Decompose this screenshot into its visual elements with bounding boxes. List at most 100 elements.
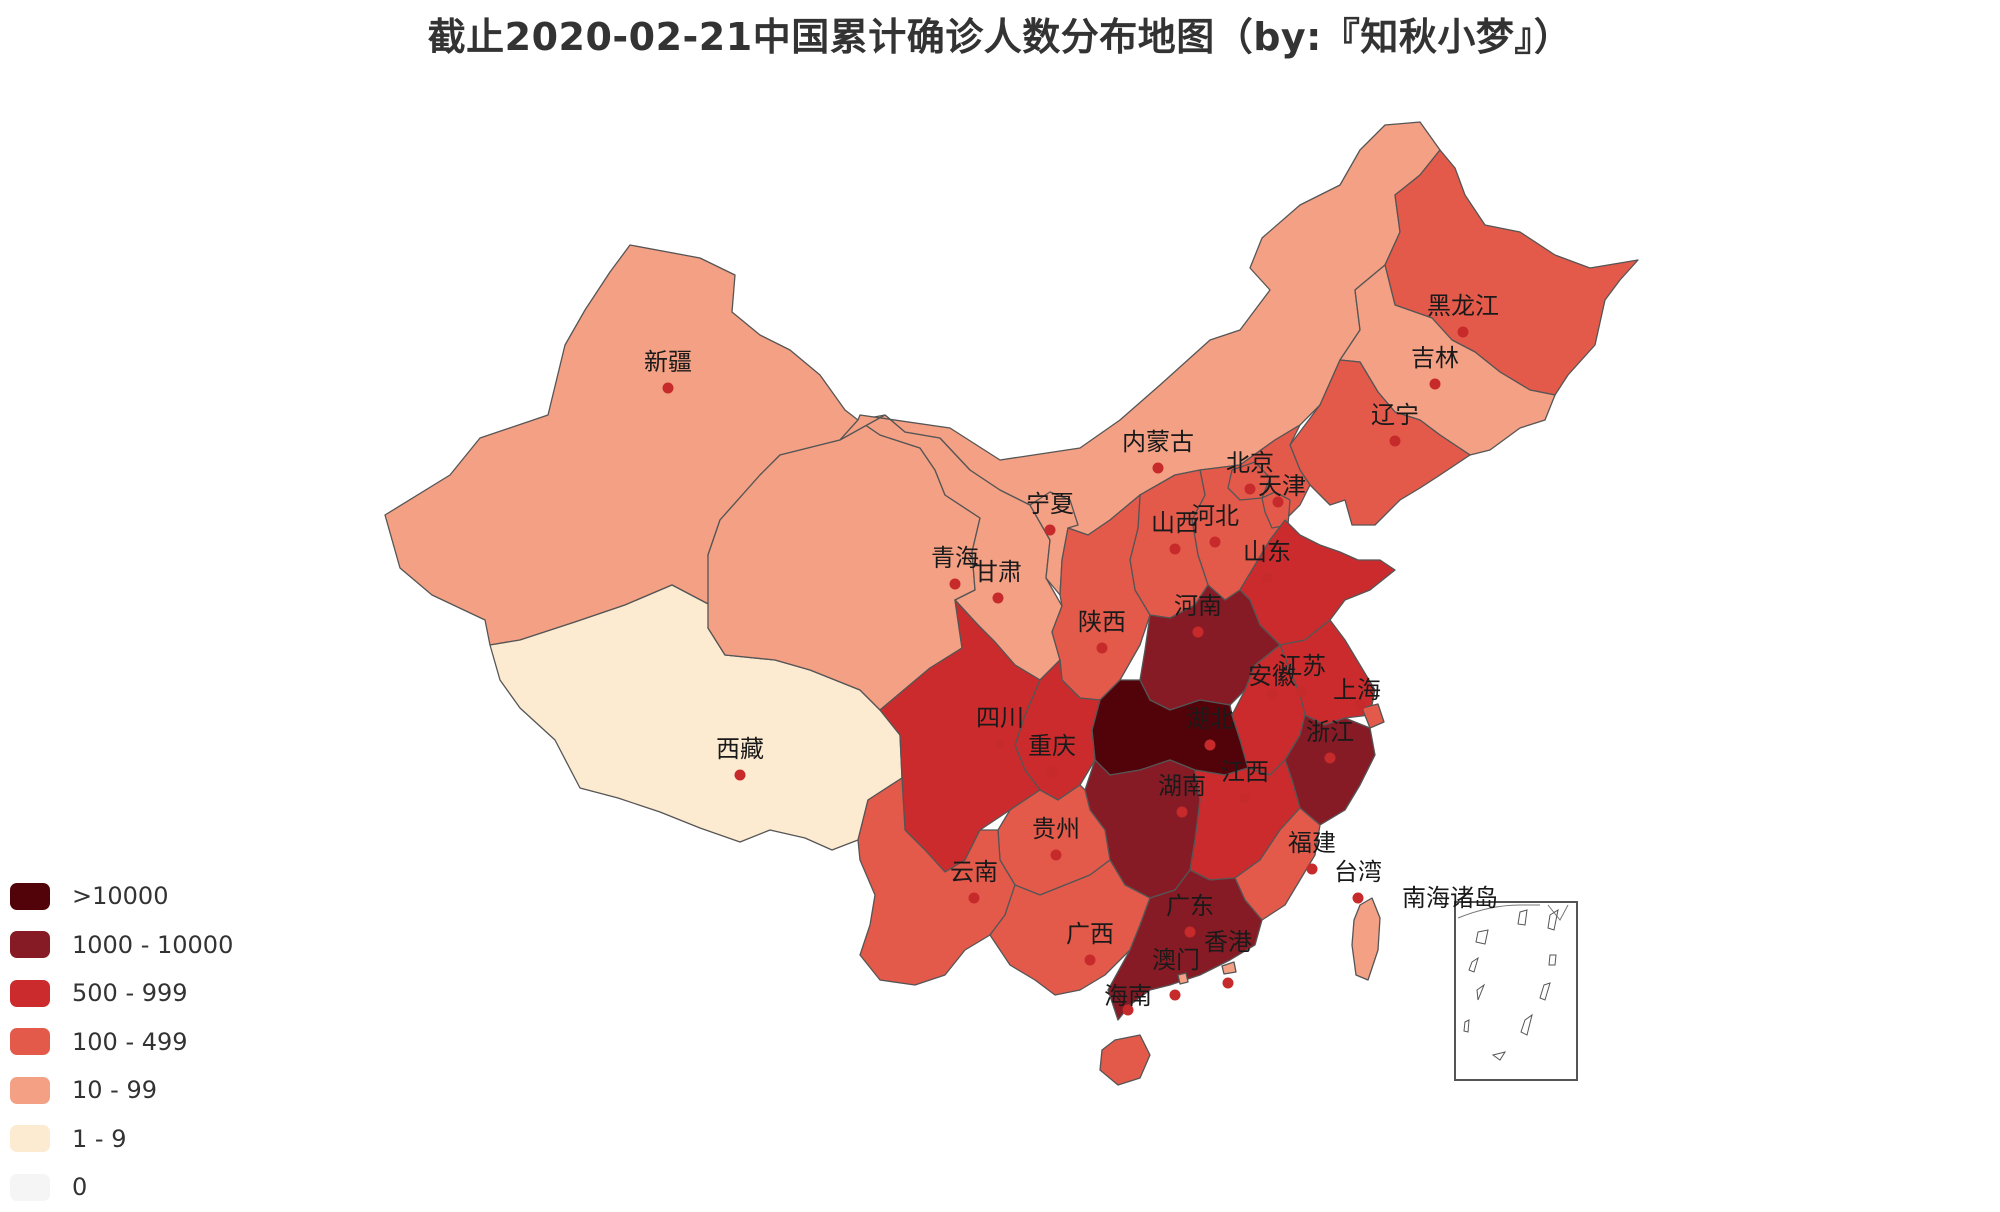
map-title: 截止2020-02-21中国累计确诊人数分布地图（by:『知秋小梦』） (427, 15, 1573, 59)
marker-yunnan[interactable] (968, 892, 980, 904)
marker-anhui[interactable] (1266, 688, 1278, 700)
marker-xinjiang[interactable] (662, 382, 674, 394)
label-yunnan: 云南 (950, 858, 998, 886)
label-chongqing: 重庆 (1028, 732, 1076, 760)
label-guizhou: 贵州 (1032, 815, 1080, 843)
marker-shanghai[interactable] (1354, 699, 1366, 711)
marker-jiangsu[interactable] (1296, 686, 1308, 698)
legend-label: 10 - 99 (72, 1076, 157, 1105)
label-heilongjiang: 黑龙江 (1427, 292, 1499, 320)
marker-fujian[interactable] (1306, 863, 1318, 875)
marker-guizhou[interactable] (1050, 849, 1062, 861)
marker-guangdong[interactable] (1184, 926, 1196, 938)
marker-henan[interactable] (1192, 626, 1204, 638)
legend-label: 1 - 9 (72, 1124, 127, 1153)
label-hubei: 湖北 (1186, 705, 1234, 733)
label-qinghai: 青海 (931, 544, 979, 572)
legend-item[interactable]: 100 - 499 (10, 1018, 233, 1067)
legend: >10000 1000 - 10000 500 - 999 100 - 499 10 -… (10, 872, 233, 1212)
legend-label: 1000 - 10000 (72, 930, 234, 959)
marker-hubei[interactable] (1204, 739, 1216, 751)
label-aomen: 澳门 (1152, 946, 1200, 974)
legend-item[interactable]: 10 - 99 (10, 1066, 233, 1115)
marker-hunan[interactable] (1176, 806, 1188, 818)
marker-chongqing[interactable] (1046, 766, 1058, 778)
province-xianggang[interactable] (1221, 961, 1237, 975)
legend-label: 100 - 499 (72, 1027, 188, 1056)
label-ningxia: 宁夏 (1026, 490, 1074, 518)
marker-taiwan[interactable] (1352, 892, 1364, 904)
province-aomen[interactable] (1177, 972, 1189, 985)
province-guangdong[interactable] (1107, 869, 1263, 1021)
marker-jilin[interactable] (1429, 378, 1441, 390)
label-tianjin: 天津 (1258, 472, 1306, 500)
legend-label: 0 (72, 1173, 88, 1202)
province-shanghai[interactable] (1361, 703, 1385, 729)
marker-heilongjiang[interactable] (1457, 326, 1469, 338)
label-guangxi: 广西 (1066, 920, 1114, 948)
label-hebei: 河北 (1191, 502, 1239, 530)
label-xizang: 西藏 (716, 735, 764, 763)
marker-liaoning[interactable] (1389, 435, 1401, 447)
marker-aomen[interactable] (1169, 989, 1181, 1001)
label-gansu: 甘肃 (974, 558, 1022, 586)
label-jiangsu: 江苏 (1278, 652, 1326, 680)
marker-hainan[interactable] (1122, 1004, 1134, 1016)
label-liaoning: 辽宁 (1371, 401, 1419, 429)
label-anhui: 安徽 (1248, 662, 1296, 690)
marker-hebei[interactable] (1209, 536, 1221, 548)
label-xinjiang: 新疆 (644, 348, 692, 376)
marker-jiangxi[interactable] (1239, 792, 1251, 804)
label-henan: 河南 (1174, 592, 1222, 620)
legend-label: 500 - 999 (72, 979, 188, 1008)
marker-neimenggu[interactable] (1152, 462, 1164, 474)
label-neimenggu: 内蒙古 (1122, 428, 1194, 456)
marker-zhejiang[interactable] (1324, 752, 1336, 764)
marker-xianggang[interactable] (1222, 977, 1234, 989)
legend-swatch (10, 1125, 50, 1153)
legend-swatch (10, 882, 50, 910)
label-shandong: 山东 (1243, 538, 1291, 566)
marker-qinghai[interactable] (949, 578, 961, 590)
label-jiangxi: 江西 (1221, 758, 1269, 786)
marker-sichuan[interactable] (994, 738, 1006, 750)
marker-gansu[interactable] (992, 592, 1004, 604)
legend-item[interactable]: 1 - 9 (10, 1115, 233, 1164)
south-china-sea-inset: 南海诸岛 (1402, 884, 1578, 1081)
marker-shanxi[interactable] (1169, 543, 1181, 555)
legend-swatch (10, 1028, 50, 1056)
legend-label: >10000 (72, 882, 169, 911)
province-hainan[interactable] (1099, 1034, 1151, 1086)
label-beijing: 北京 (1226, 449, 1274, 477)
label-zhejiang: 浙江 (1306, 718, 1354, 746)
marker-xizang[interactable] (734, 769, 746, 781)
legend-swatch (10, 1173, 50, 1201)
marker-tianjin[interactable] (1272, 496, 1284, 508)
marker-shaanxi[interactable] (1096, 642, 1108, 654)
label-xianggang: 香港 (1204, 928, 1252, 956)
label-sichuan: 四川 (976, 704, 1024, 732)
marker-shandong[interactable] (1261, 572, 1273, 584)
legend-item[interactable]: >10000 (10, 872, 233, 921)
marker-beijing[interactable] (1244, 483, 1256, 495)
label-shanghai: 上海 (1333, 676, 1381, 704)
legend-item[interactable]: 500 - 999 (10, 969, 233, 1018)
marker-ningxia[interactable] (1044, 524, 1056, 536)
legend-swatch (10, 979, 50, 1007)
label-shanxi: 山西 (1151, 509, 1199, 537)
label-fujian: 福建 (1288, 829, 1336, 857)
label-guangdong: 广东 (1166, 892, 1214, 920)
province-taiwan[interactable] (1351, 897, 1381, 981)
label-jilin: 吉林 (1411, 344, 1459, 372)
legend-swatch (10, 931, 50, 959)
legend-item[interactable]: 0 (10, 1163, 233, 1212)
legend-swatch (10, 1076, 50, 1104)
inset-label: 南海诸岛 (1402, 884, 1498, 912)
label-hunan: 湖南 (1158, 772, 1206, 800)
legend-item[interactable]: 1000 - 10000 (10, 921, 233, 970)
label-hainan: 海南 (1104, 982, 1152, 1010)
label-taiwan: 台湾 (1334, 858, 1382, 886)
marker-guangxi[interactable] (1084, 954, 1096, 966)
label-shaanxi: 陕西 (1078, 608, 1126, 636)
